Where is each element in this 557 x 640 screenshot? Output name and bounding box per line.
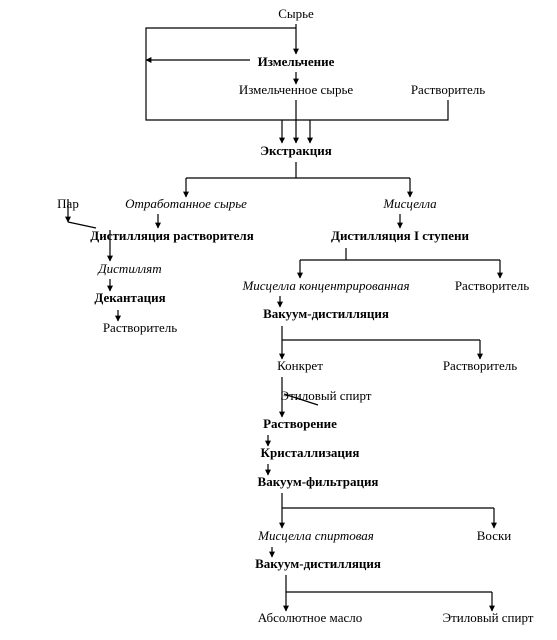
node-vacDist2: Вакуум-дистилляция <box>255 556 381 571</box>
node-dist1: Дистилляция I ступени <box>331 228 470 243</box>
flow-edge <box>146 28 296 120</box>
node-crystal: Кристаллизация <box>261 445 360 460</box>
node-ethanol2: Этиловый спирт <box>443 610 534 625</box>
node-miscConc: Мисцелла концентрированная <box>241 278 409 293</box>
node-decant: Декантация <box>94 290 165 305</box>
node-absOil: Абсолютное масло <box>258 610 362 625</box>
node-solventL: Растворитель <box>103 320 177 335</box>
node-solventR2: Растворитель <box>443 358 517 373</box>
node-solventR1: Растворитель <box>455 278 529 293</box>
node-raw: Сырье <box>278 6 314 21</box>
node-distSolv: Дистилляция растворителя <box>90 228 253 243</box>
node-dissolve: Растворение <box>263 416 337 431</box>
node-ground: Измельченное сырье <box>239 82 354 97</box>
node-miscella: Мисцелла <box>382 196 437 211</box>
node-concrete: Конкрет <box>277 358 323 373</box>
node-steam: Пар <box>57 196 79 211</box>
nodes-group: Сырье Измельчение Измельченное сырье Раство… <box>57 6 534 625</box>
node-ethanol1: Этиловый спирт <box>281 388 372 403</box>
node-waxes: Воски <box>477 528 512 543</box>
node-extract: Экстракция <box>260 143 332 158</box>
flow-edge <box>324 100 448 120</box>
node-solvent1: Растворитель <box>411 82 485 97</box>
node-vacDist1: Вакуум-дистилляция <box>263 306 389 321</box>
node-grind: Измельчение <box>258 54 335 69</box>
node-miscAlc: Мисцелла спиртовая <box>257 528 374 543</box>
node-vacFilt: Вакуум-фильтрация <box>258 474 379 489</box>
node-spent: Отработанное сырье <box>125 196 247 211</box>
node-distillate: Дистиллят <box>96 261 161 276</box>
